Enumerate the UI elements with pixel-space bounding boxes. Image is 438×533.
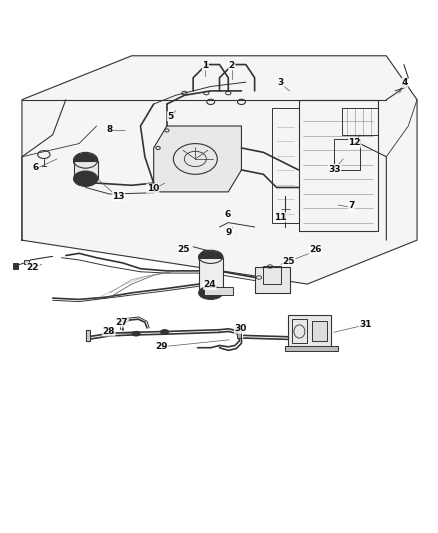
Bar bbox=[263, 266, 280, 284]
Bar bbox=[13, 263, 18, 269]
Bar bbox=[287, 315, 331, 348]
Text: 12: 12 bbox=[348, 138, 360, 147]
Text: 27: 27 bbox=[116, 318, 128, 327]
Ellipse shape bbox=[74, 171, 97, 187]
Bar bbox=[24, 260, 29, 264]
Bar bbox=[285, 346, 337, 351]
Text: 4: 4 bbox=[401, 78, 407, 87]
Text: 24: 24 bbox=[203, 280, 215, 289]
Bar bbox=[298, 100, 377, 231]
Text: 11: 11 bbox=[273, 213, 286, 222]
Text: 1: 1 bbox=[202, 61, 208, 70]
Bar bbox=[74, 161, 98, 179]
Text: 33: 33 bbox=[328, 165, 340, 174]
Text: 22: 22 bbox=[27, 263, 39, 272]
Bar bbox=[272, 108, 298, 223]
Polygon shape bbox=[153, 126, 241, 192]
Text: 26: 26 bbox=[308, 245, 321, 254]
Bar bbox=[333, 139, 359, 170]
Text: 25: 25 bbox=[282, 257, 294, 266]
Ellipse shape bbox=[74, 154, 97, 169]
Ellipse shape bbox=[132, 332, 140, 336]
Bar bbox=[237, 326, 241, 337]
Bar bbox=[291, 319, 307, 343]
Ellipse shape bbox=[198, 251, 222, 264]
Ellipse shape bbox=[160, 330, 168, 334]
Text: 5: 5 bbox=[167, 112, 173, 121]
Text: 25: 25 bbox=[177, 245, 189, 254]
Text: 30: 30 bbox=[234, 325, 246, 333]
Bar bbox=[342, 108, 377, 135]
Ellipse shape bbox=[198, 286, 222, 300]
Text: 7: 7 bbox=[347, 201, 353, 211]
Text: 2: 2 bbox=[228, 61, 234, 70]
Text: 28: 28 bbox=[102, 327, 115, 336]
Text: 29: 29 bbox=[155, 342, 167, 351]
Text: 9: 9 bbox=[226, 228, 232, 237]
Bar bbox=[311, 321, 326, 341]
Text: 6: 6 bbox=[224, 210, 230, 219]
Text: 3: 3 bbox=[277, 78, 283, 87]
Text: 8: 8 bbox=[106, 125, 113, 134]
Bar bbox=[85, 330, 90, 341]
Bar bbox=[254, 266, 289, 293]
Text: 10: 10 bbox=[146, 184, 159, 193]
Bar bbox=[204, 287, 232, 295]
Bar bbox=[198, 258, 223, 293]
Text: 13: 13 bbox=[112, 192, 124, 201]
Text: 6: 6 bbox=[33, 163, 39, 172]
Text: 31: 31 bbox=[358, 320, 371, 329]
Polygon shape bbox=[22, 56, 416, 284]
